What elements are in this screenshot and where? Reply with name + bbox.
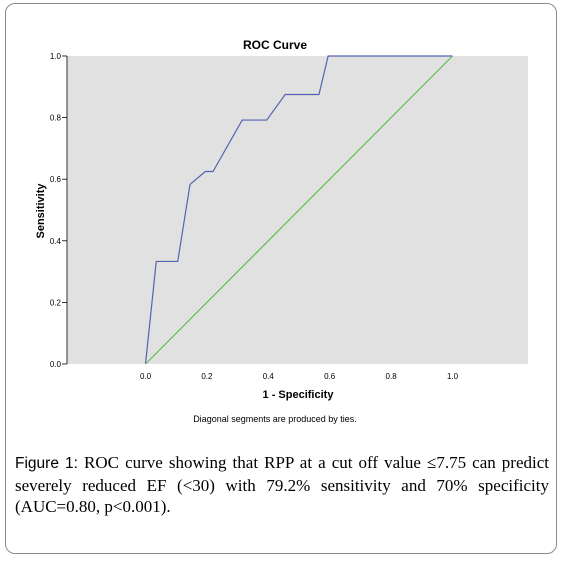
y-tick-label: 0.4	[50, 237, 62, 246]
ties-note: Diagonal segments are produced by ties.	[193, 414, 357, 424]
chart-title: ROC Curve	[243, 38, 307, 52]
plot-background	[67, 56, 528, 364]
y-tick-label: 0.0	[50, 360, 62, 369]
y-tick-label: 0.6	[50, 175, 62, 184]
x-axis-label: 1 - Specificity	[263, 389, 335, 401]
y-axis-ticks: 0.0 0.2 0.4 0.6 0.8 1.0	[50, 52, 67, 369]
y-tick-label: 0.2	[50, 298, 62, 307]
x-tick-label: 0.0	[140, 372, 152, 381]
caption-label: Figure 1:	[15, 455, 78, 472]
figure-caption: Figure 1: ROC curve showing that RPP at …	[15, 452, 549, 518]
roc-curve-line	[144, 55, 453, 365]
y-axis-label: Sensitivity	[35, 183, 47, 239]
series-layer	[144, 55, 453, 365]
roc-chart: ROC Curve 0.00.20.40.60.81.0 0.0 0.2 0.4 0.…	[35, 38, 528, 424]
x-tick-label: 1.0	[447, 372, 459, 381]
y-tick-label: 0.8	[50, 114, 62, 123]
y-tick-label: 1.0	[50, 52, 62, 61]
reference-diagonal-line	[145, 55, 453, 365]
x-tick-label: 0.2	[201, 372, 213, 381]
caption-text: ROC curve showing that RPP at a cut off …	[15, 453, 549, 516]
x-tick-label: 0.6	[324, 372, 336, 381]
x-tick-label: 0.8	[386, 372, 398, 381]
x-tick-label: 0.4	[263, 372, 275, 381]
x-axis-ticks: 0.0 0.2 0.4 0.6 0.8 1.0	[140, 372, 459, 381]
